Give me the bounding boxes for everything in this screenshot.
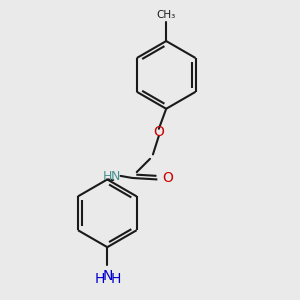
Text: H: H [111,272,121,286]
Text: N: N [103,269,113,283]
Text: O: O [163,171,173,185]
Text: O: O [153,125,164,139]
Text: H: H [102,170,112,183]
Text: H: H [95,272,105,286]
Text: N: N [111,170,120,183]
Text: CH₃: CH₃ [157,11,176,20]
